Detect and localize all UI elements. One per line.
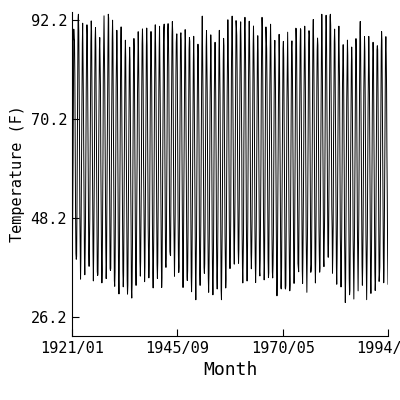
X-axis label: Month: Month	[203, 362, 257, 380]
Y-axis label: Temperature (F): Temperature (F)	[10, 106, 25, 242]
